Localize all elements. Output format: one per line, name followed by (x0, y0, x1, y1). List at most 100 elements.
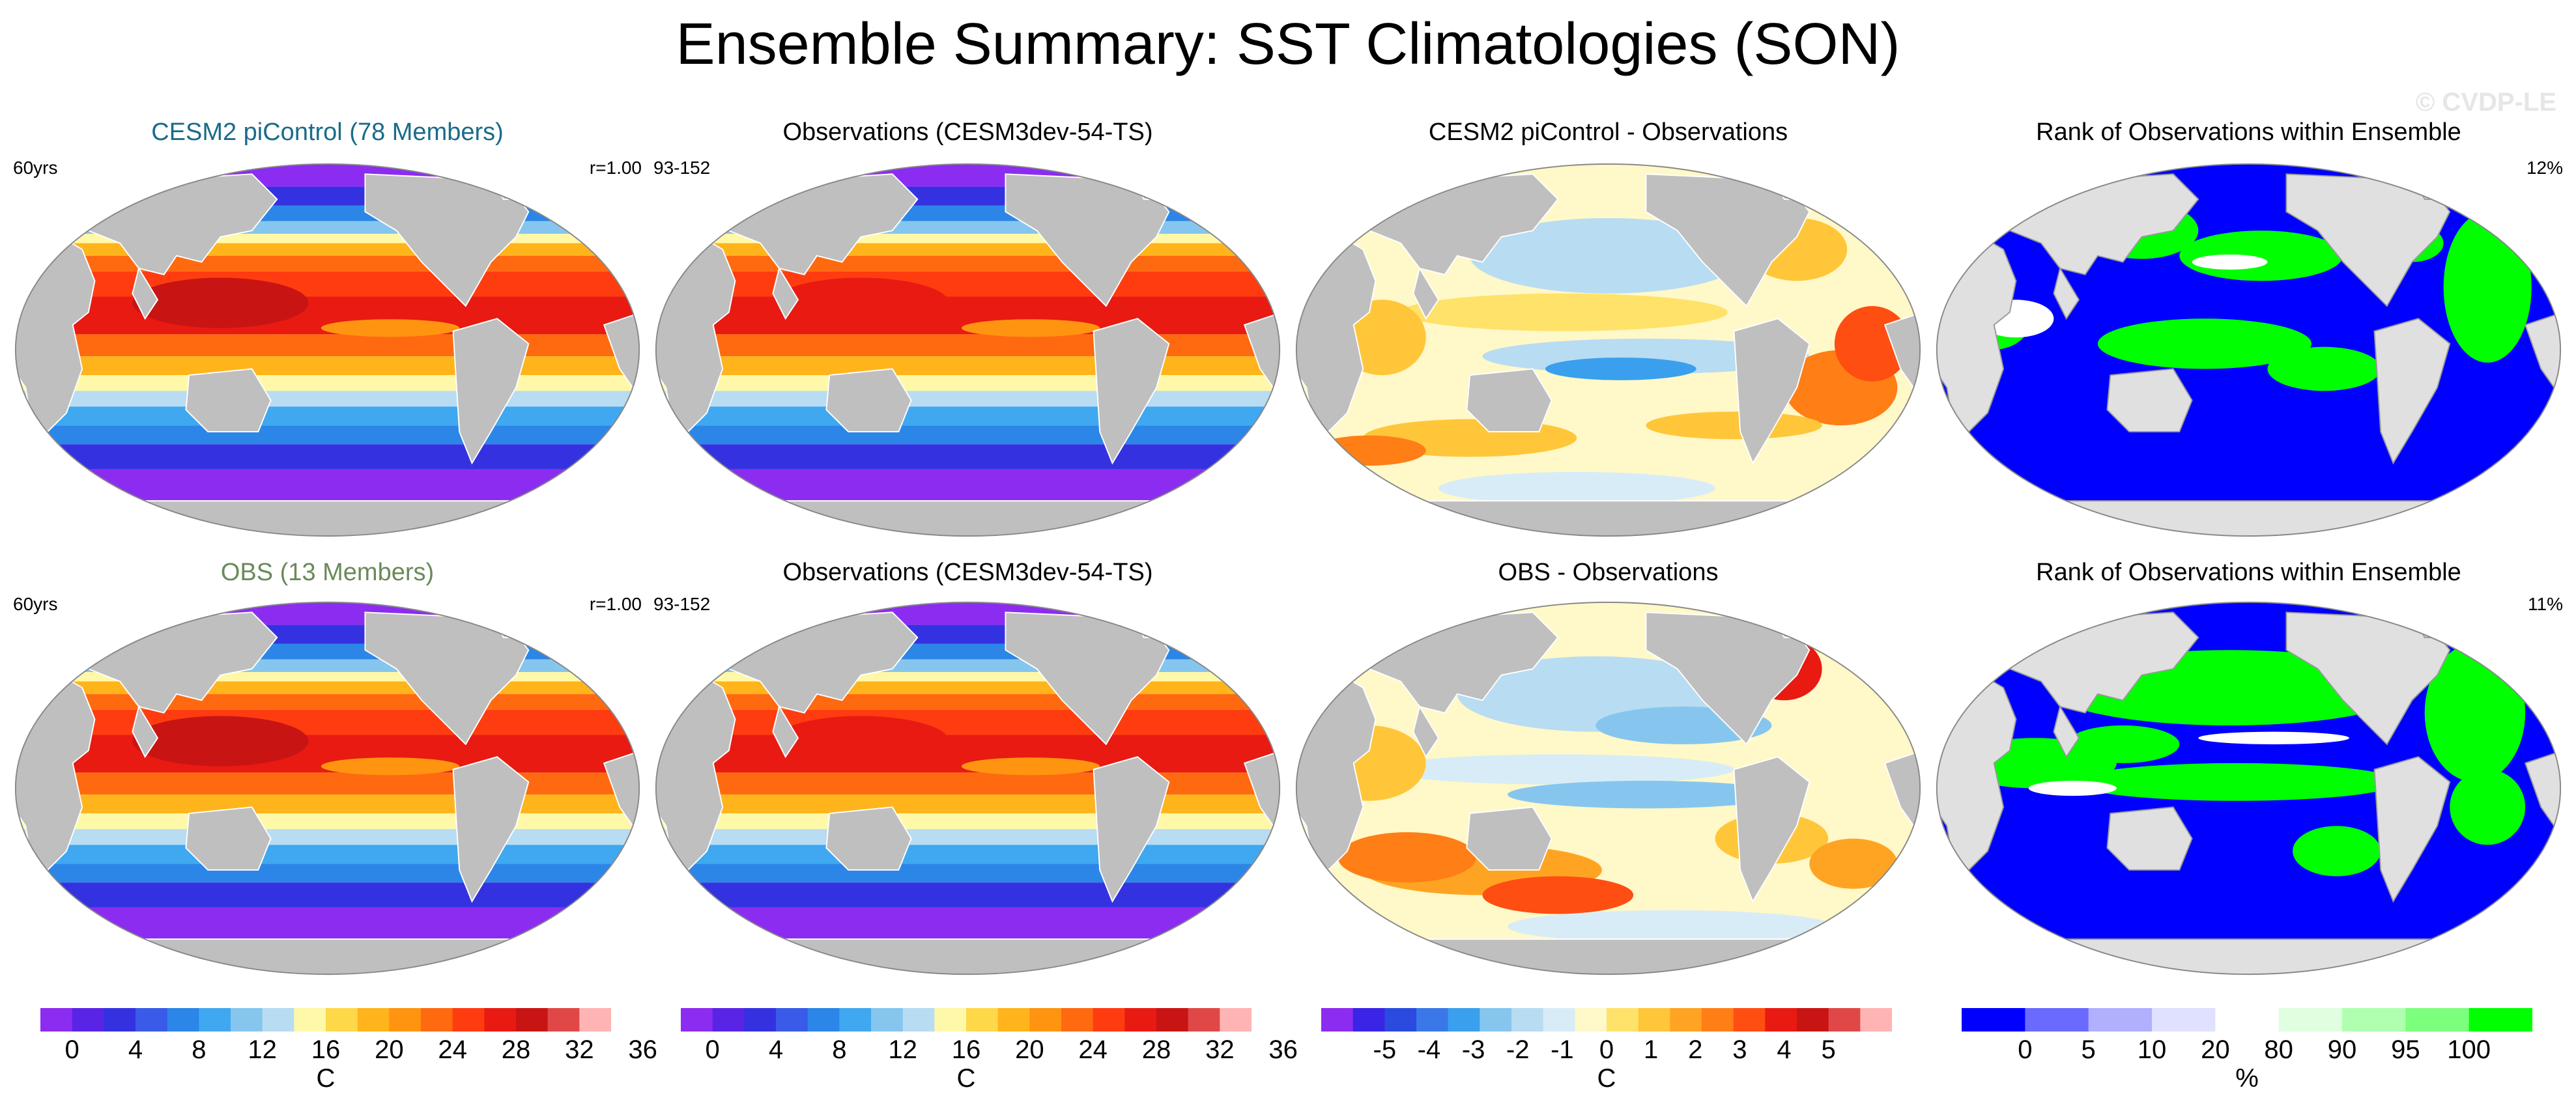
land-mass (1733, 318, 1810, 465)
land-mass (772, 266, 799, 320)
colorbar-swatch (1797, 1008, 1829, 1032)
sst-band (15, 406, 640, 426)
colorbar-swatch (72, 1008, 104, 1032)
panel-title: Rank of Observations within Ensemble (2036, 559, 2461, 586)
colorbar-swatch (1220, 1008, 1252, 1032)
map-outline (655, 163, 1281, 537)
colorbar-swatch (40, 1008, 73, 1032)
diff-anomaly (1470, 218, 1747, 294)
colorbar-swatch (2088, 1008, 2153, 1032)
sst-band (15, 681, 640, 694)
rank-high-region (2097, 318, 2311, 369)
colorbar-swatch (1962, 1008, 2025, 1032)
colorbar-swatch (262, 1008, 294, 1032)
colorbar-swatch (1543, 1008, 1575, 1032)
panel-title: Observations (CESM3dev-54-TS) (782, 559, 1153, 586)
page-title: Ensemble Summary: SST Climatologies (SON… (676, 12, 1900, 77)
sst-band (15, 163, 640, 187)
warm-pool (132, 716, 309, 766)
colorbar-tick-label: 28 (1141, 1035, 1171, 1064)
land-mass (1318, 938, 1898, 975)
colorbar-swatch (776, 1008, 809, 1032)
land-mass (772, 705, 799, 759)
temp-map (655, 163, 1281, 537)
sst-band (655, 375, 1280, 391)
sst-band (15, 425, 640, 445)
sst-band (15, 709, 640, 735)
sst-band (655, 882, 1280, 908)
sst-band (15, 772, 640, 795)
diff-anomaly (1382, 754, 1734, 785)
colorbar-swatch (2278, 1008, 2343, 1032)
sst-band (655, 425, 1280, 445)
colorbar-tick-label: -2 (1506, 1035, 1530, 1064)
rank-high-region (2267, 346, 2381, 391)
sst-band (655, 681, 1280, 694)
colorbar-swatch (2469, 1008, 2532, 1032)
colorbar-swatch (1156, 1008, 1189, 1032)
colorbar-swatch (997, 1008, 1030, 1032)
land-mass (825, 368, 912, 432)
land-mass (2373, 318, 2451, 465)
rank-high-region (2179, 231, 2343, 281)
sst-band (15, 255, 640, 272)
colorbar-swatch (1575, 1008, 1607, 1032)
land-mass (452, 756, 530, 903)
panel-right-annotation: r=1.00 (589, 158, 642, 178)
colorbar-tick-label: 8 (832, 1035, 847, 1064)
temp-map (14, 163, 640, 537)
colorbar-tick-label: 12 (248, 1035, 277, 1064)
sst-band (15, 356, 640, 376)
colorbar-swatches (681, 1008, 1252, 1032)
diff-anomaly (1809, 838, 1898, 889)
land-mass (2524, 311, 2561, 402)
colorbar-tick-label: 100 (2447, 1035, 2491, 1064)
colorbar-tick-label: 90 (2327, 1035, 2357, 1064)
colorbar-tick-label: -1 (1551, 1035, 1574, 1064)
diff-anomaly (1438, 471, 1715, 505)
cold-tongue (961, 757, 1100, 776)
sst-band (15, 391, 640, 407)
colorbar-swatch (357, 1008, 390, 1032)
land-mass (1958, 938, 2539, 975)
sst-band (15, 444, 640, 470)
colorbar-swatch (681, 1008, 713, 1032)
panel-left-annotation: 60yrs (13, 158, 58, 178)
colorbar-swatch (167, 1008, 199, 1032)
colorbar-tick-label: 4 (128, 1035, 143, 1064)
sst-band (15, 845, 640, 864)
colorbar-swatch (1702, 1008, 1734, 1032)
rank-mid-region (2198, 731, 2349, 744)
land-mass (1412, 266, 1440, 320)
colorbar-tick-label: -4 (1417, 1035, 1441, 1064)
map-outline (1936, 601, 2562, 976)
sst-band (15, 694, 640, 710)
sst-band (15, 243, 640, 256)
sst-band (15, 271, 640, 297)
cold-tongue (321, 757, 460, 776)
colorbar-swatch (934, 1008, 967, 1032)
panel-right-annotation: 11% (2528, 594, 2563, 614)
panel-title: Observations (CESM3dev-54-TS) (782, 119, 1153, 146)
sst-band (15, 794, 640, 814)
colorbar-swatch (231, 1008, 263, 1032)
colorbar-tick-label: 16 (311, 1035, 341, 1064)
cold-tongue (321, 319, 460, 337)
temp-map (14, 601, 640, 976)
colorbar-tick-label: 36 (628, 1035, 657, 1064)
colorbar-swatches (1321, 1008, 1892, 1032)
colorbar-swatch (136, 1008, 168, 1032)
colorbar-swatch (389, 1008, 422, 1032)
rank-high-region (2072, 763, 2400, 801)
colorbar-unit: C (1597, 1064, 1616, 1093)
sst-band (15, 602, 640, 625)
colorbar-swatch (1093, 1008, 1125, 1032)
land-mass (1412, 705, 1440, 759)
sst-band (655, 444, 1280, 470)
panel-right-annotation: r=1.00 (589, 594, 642, 614)
colorbar-tick-label: 12 (888, 1035, 917, 1064)
panel-left-annotation: 93-152 (653, 158, 711, 178)
colorbar-swatch (547, 1008, 580, 1032)
rank-high-region (2293, 826, 2381, 877)
map-outline (14, 601, 640, 976)
